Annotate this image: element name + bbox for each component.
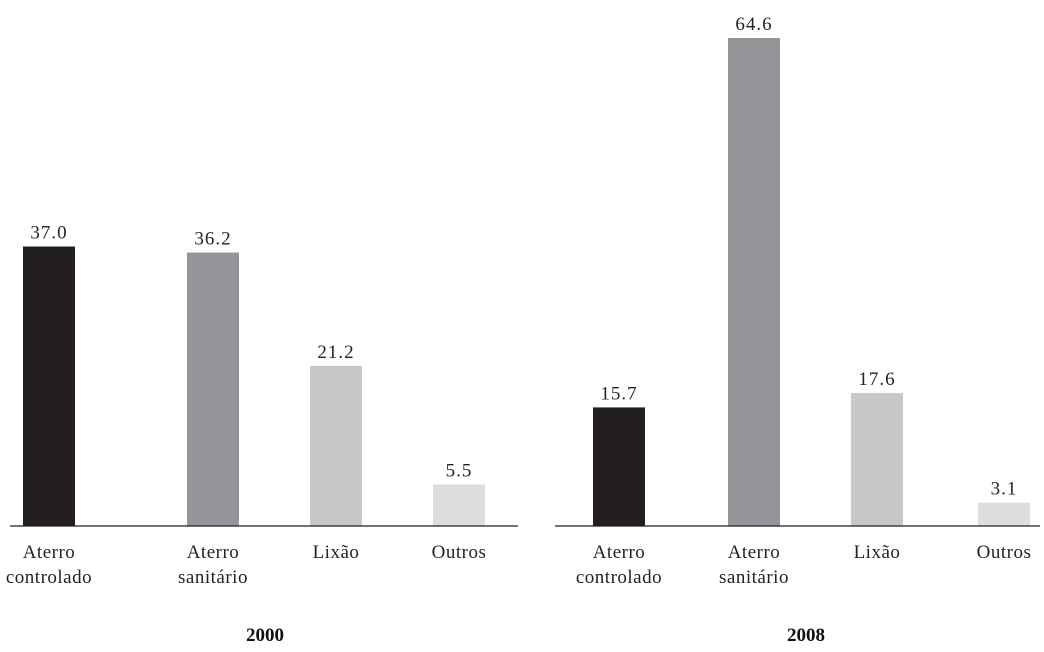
category-tick-label: Lixão [854, 542, 901, 563]
category-tick-label: Outros [977, 542, 1032, 563]
bar-2008-3 [978, 502, 1030, 526]
category-tick-label: Outros [432, 542, 487, 563]
category-tick-label: sanitário [719, 567, 789, 588]
category-tick-label: Lixão [313, 542, 360, 563]
data-label: 36.2 [194, 229, 231, 250]
bar-2000-0 [23, 246, 75, 526]
category-tick-label: Aterro [23, 542, 76, 563]
chart-panel-2008: 15.7 Aterro controlado 64.6 Aterro sanitário 1… [555, 14, 1040, 646]
category-tick-label: Aterro [187, 542, 240, 563]
data-label: 15.7 [600, 383, 637, 404]
category-tick-label: Aterro [593, 542, 646, 563]
category-tick-label: controlado [6, 567, 92, 588]
data-label: 17.6 [858, 369, 895, 390]
bar-2008-1 [728, 38, 780, 526]
chart-panel-2000: 37.0 Aterro controlado 36.2 Aterro sanitário 2… [6, 222, 518, 646]
chart-title: 2008 [787, 625, 825, 646]
chart-title: 2000 [246, 625, 284, 646]
bar-2000-3 [433, 484, 485, 526]
category-tick-label: Aterro [728, 542, 781, 563]
category-tick-label: sanitário [178, 567, 248, 588]
bar-2008-0 [593, 407, 645, 526]
bar-2000-1 [187, 252, 239, 526]
category-tick-label: controlado [576, 567, 662, 588]
data-label: 3.1 [991, 479, 1018, 500]
data-label: 21.2 [317, 342, 354, 363]
bar-2000-2 [310, 365, 362, 526]
data-label: 64.6 [735, 14, 772, 35]
bar-2008-2 [851, 393, 903, 526]
data-label: 5.5 [446, 460, 473, 481]
data-label: 37.0 [30, 222, 67, 243]
